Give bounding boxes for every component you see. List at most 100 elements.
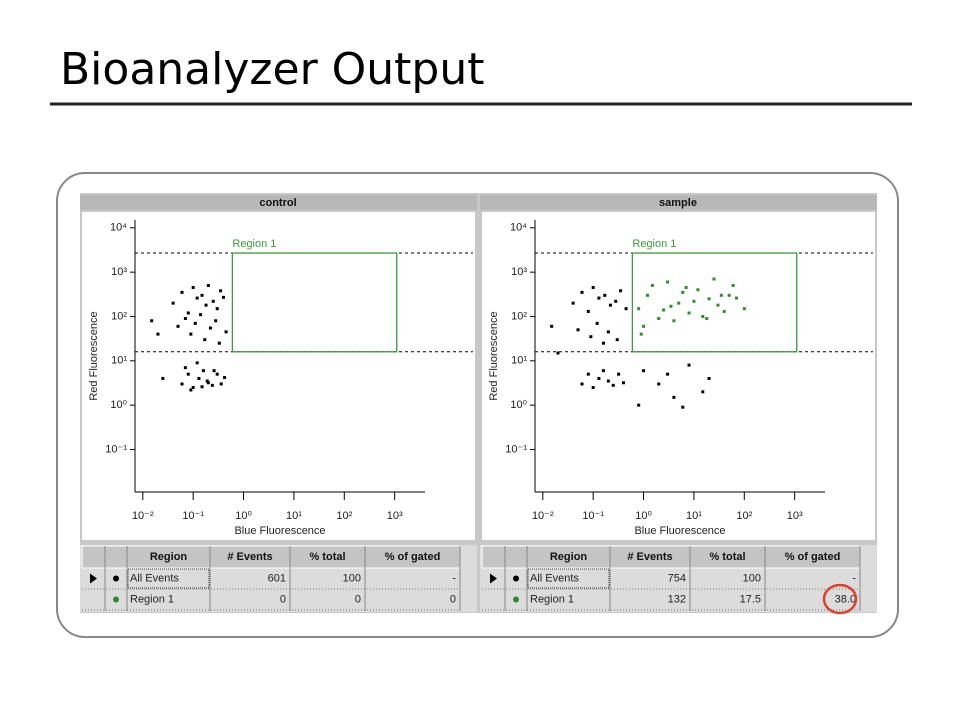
event-dot <box>586 372 590 376</box>
y-tick-label: 10⁰ <box>110 399 127 411</box>
event-dot <box>201 369 205 373</box>
x-tick-label: 10⁻² <box>132 510 154 522</box>
x-tick-label: 10⁻¹ <box>182 510 204 522</box>
column-header: % total <box>309 551 345 563</box>
x-tick-label: 10³ <box>387 510 403 522</box>
column-header: % of gated <box>385 551 441 563</box>
event-dot <box>180 290 184 294</box>
event-dot <box>197 376 201 380</box>
event-dot <box>614 299 618 303</box>
x-tick-label: 10² <box>736 510 752 522</box>
event-dot <box>223 376 227 380</box>
event-dot <box>611 383 615 387</box>
y-tick-label: 10³ <box>511 266 527 278</box>
event-dot <box>705 317 709 321</box>
table-cell: 100 <box>343 572 361 584</box>
event-dot <box>681 290 685 294</box>
event-dot <box>576 328 580 332</box>
event-dot <box>742 307 746 311</box>
event-dot <box>205 379 209 383</box>
event-dot <box>219 382 223 386</box>
y-tick-label: 10⁻¹ <box>105 443 127 455</box>
event-dot <box>556 351 560 355</box>
table-cell: 0 <box>450 593 456 605</box>
y-axis-label: Red Fluorescence <box>488 311 500 400</box>
event-dot <box>200 385 204 389</box>
x-tick-label: 10² <box>336 510 352 522</box>
event-dot <box>696 288 700 292</box>
event-dot <box>203 338 207 342</box>
event-dot <box>637 307 641 311</box>
column-header: % total <box>709 551 745 563</box>
region-label: Region 1 <box>232 238 276 250</box>
event-dot <box>681 405 685 409</box>
x-tick-label: 10¹ <box>686 510 702 522</box>
event-dot <box>639 332 643 336</box>
table-cell: 17.5 <box>740 593 761 605</box>
event-dot <box>586 309 590 313</box>
cell-focus <box>527 568 610 589</box>
event-dot <box>646 293 650 297</box>
event-dot <box>666 372 670 376</box>
event-dot <box>212 369 216 373</box>
panel-header <box>80 195 477 210</box>
table-cell: 100 <box>743 572 761 584</box>
event-dot <box>624 307 628 311</box>
event-dot <box>712 277 716 281</box>
event-dot <box>208 326 212 330</box>
plot-background <box>82 212 475 540</box>
event-dot <box>669 304 673 308</box>
event-dot <box>161 376 165 380</box>
event-dot <box>191 286 195 290</box>
table-cell: 38.0 <box>835 593 856 605</box>
row-color-dot <box>513 575 519 582</box>
x-axis-label: Blue Fluorescence <box>234 525 325 537</box>
event-dot <box>215 307 219 311</box>
table-cell: Region 1 <box>130 593 174 605</box>
event-dot <box>191 386 195 390</box>
event-dot <box>608 303 612 307</box>
panel-title: control <box>259 197 296 209</box>
table-cell: 0 <box>355 593 361 605</box>
event-dot <box>615 338 619 342</box>
cell-focus <box>127 568 210 589</box>
table-cell: - <box>852 572 856 584</box>
highlight-circle <box>822 583 858 615</box>
event-dot <box>684 286 688 290</box>
event-dot <box>189 388 193 392</box>
event-dot <box>606 330 610 334</box>
event-dot <box>597 296 601 300</box>
event-dot <box>637 403 641 407</box>
event-dot <box>701 390 705 394</box>
event-dot <box>580 382 584 386</box>
y-tick-label: 10² <box>111 310 127 322</box>
column-header: Region <box>150 551 188 563</box>
event-dot <box>214 319 218 323</box>
event-dot <box>193 321 197 325</box>
event-dot <box>180 382 184 386</box>
table-cell: Region 1 <box>530 593 574 605</box>
row-selector <box>490 573 497 584</box>
event-dot <box>619 289 623 293</box>
y-axis-label: Red Fluorescence <box>88 311 100 400</box>
event-dot <box>589 335 593 339</box>
event-dot <box>727 293 731 297</box>
event-dot <box>701 314 705 318</box>
region-label: Region 1 <box>632 238 676 250</box>
event-dot <box>580 290 584 294</box>
panel-title: sample <box>659 197 697 209</box>
event-dot <box>171 301 175 305</box>
event-dot <box>687 311 691 315</box>
event-dot <box>206 381 210 385</box>
event-dot <box>550 324 554 328</box>
x-axis-label: Blue Fluorescence <box>634 525 725 537</box>
table-cell: 132 <box>668 593 686 605</box>
column-header: Region <box>550 551 588 563</box>
event-dot <box>206 283 210 287</box>
x-tick-label: 10¹ <box>286 510 302 522</box>
y-tick-label: 10⁴ <box>510 222 527 234</box>
event-dot <box>199 313 203 317</box>
x-tick-label: 10³ <box>787 510 803 522</box>
event-dot <box>657 317 661 321</box>
